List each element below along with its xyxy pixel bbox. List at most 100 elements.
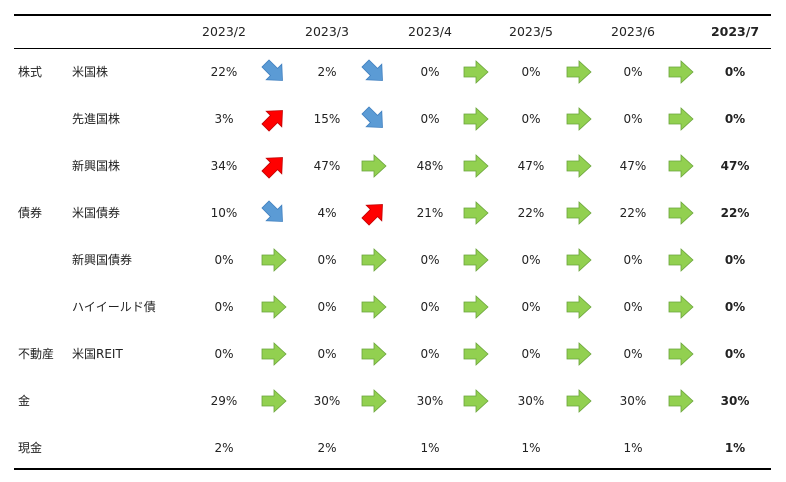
arrow-right-icon	[668, 60, 694, 84]
asset-label: 先進国株	[72, 112, 121, 126]
allocation-value: 29%	[210, 394, 238, 408]
allocation-value: 47%	[313, 159, 341, 173]
allocation-value: 4%	[317, 206, 337, 220]
category-label: 不動産	[18, 347, 55, 361]
allocation-value: 0%	[214, 253, 234, 267]
allocation-value: 1%	[623, 441, 643, 455]
allocation-value: 0%	[521, 300, 541, 314]
arrow-right-icon	[261, 295, 287, 319]
allocation-value: 21%	[416, 206, 444, 220]
arrow-right-icon	[566, 201, 592, 225]
latest-value: 30%	[720, 394, 750, 408]
allocation-value: 2%	[214, 441, 234, 455]
asset-label: 新興国債券	[72, 253, 133, 267]
asset-label: 新興国株	[72, 159, 121, 173]
allocation-value: 0%	[420, 253, 440, 267]
period-header: 2023/5	[509, 24, 553, 39]
allocation-value: 22%	[619, 206, 647, 220]
allocation-value: 0%	[317, 347, 337, 361]
allocation-value: 0%	[521, 347, 541, 361]
arrow-right-icon	[668, 248, 694, 272]
arrow-right-icon	[668, 107, 694, 131]
arrow-right-icon	[261, 248, 287, 272]
arrow-right-icon	[361, 342, 387, 366]
arrow-right-icon	[668, 201, 694, 225]
allocation-value: 0%	[521, 65, 541, 79]
category-label: 金	[18, 394, 31, 408]
allocation-value: 0%	[623, 112, 643, 126]
allocation-value: 10%	[210, 206, 238, 220]
category-label: 株式	[18, 65, 43, 79]
allocation-value: 0%	[623, 347, 643, 361]
arrow-right-icon	[668, 154, 694, 178]
arrow-up-right-icon	[361, 204, 383, 226]
allocation-value: 30%	[313, 394, 341, 408]
asset-label: 米国株	[72, 65, 109, 79]
arrow-down-right-icon	[261, 59, 283, 81]
latest-value: 0%	[724, 347, 746, 361]
arrow-right-icon	[566, 154, 592, 178]
latest-value: 1%	[724, 441, 746, 455]
allocation-value: 30%	[619, 394, 647, 408]
header-rule	[14, 48, 771, 49]
arrow-right-icon	[566, 248, 592, 272]
period-header: 2023/3	[305, 24, 349, 39]
allocation-value: 22%	[517, 206, 545, 220]
allocation-value: 47%	[619, 159, 647, 173]
arrow-right-icon	[566, 60, 592, 84]
allocation-value: 22%	[210, 65, 238, 79]
allocation-value: 48%	[416, 159, 444, 173]
period-header: 2023/4	[408, 24, 452, 39]
allocation-value: 1%	[521, 441, 541, 455]
bottom-rule	[14, 468, 771, 470]
allocation-value: 0%	[521, 112, 541, 126]
arrow-right-icon	[566, 342, 592, 366]
arrow-right-icon	[261, 389, 287, 413]
allocation-value: 30%	[517, 394, 545, 408]
latest-value: 0%	[724, 112, 746, 126]
allocation-value: 0%	[317, 253, 337, 267]
allocation-value: 0%	[623, 300, 643, 314]
allocation-value: 1%	[420, 441, 440, 455]
arrow-right-icon	[566, 389, 592, 413]
arrow-up-right-icon	[261, 110, 283, 132]
arrow-right-icon	[463, 154, 489, 178]
asset-label: 米国債券	[72, 206, 121, 220]
period-header-latest: 2023/7	[710, 24, 760, 39]
arrow-down-right-icon	[361, 106, 383, 128]
period-header: 2023/2	[202, 24, 246, 39]
allocation-value: 0%	[623, 253, 643, 267]
allocation-value: 2%	[317, 441, 337, 455]
arrow-right-icon	[463, 107, 489, 131]
arrow-right-icon	[566, 107, 592, 131]
latest-value: 0%	[724, 300, 746, 314]
arrow-right-icon	[361, 389, 387, 413]
allocation-value: 0%	[420, 300, 440, 314]
allocation-value: 0%	[317, 300, 337, 314]
allocation-value: 0%	[420, 347, 440, 361]
arrow-right-icon	[463, 248, 489, 272]
arrow-right-icon	[463, 389, 489, 413]
category-label: 現金	[18, 441, 43, 455]
top-rule	[14, 14, 771, 16]
arrow-right-icon	[463, 342, 489, 366]
arrow-right-icon	[361, 248, 387, 272]
allocation-value: 34%	[210, 159, 238, 173]
arrow-right-icon	[668, 389, 694, 413]
asset-label: ハイイールド債	[72, 300, 156, 314]
asset-label: 米国REIT	[72, 347, 123, 361]
allocation-value: 0%	[420, 65, 440, 79]
arrow-right-icon	[463, 201, 489, 225]
arrow-up-right-icon	[261, 157, 283, 179]
allocation-value: 0%	[521, 253, 541, 267]
allocation-value: 0%	[214, 347, 234, 361]
allocation-value: 0%	[214, 300, 234, 314]
arrow-right-icon	[668, 342, 694, 366]
arrow-right-icon	[463, 60, 489, 84]
allocation-value: 15%	[313, 112, 341, 126]
allocation-value: 3%	[214, 112, 234, 126]
allocation-value: 2%	[317, 65, 337, 79]
period-header: 2023/6	[611, 24, 655, 39]
latest-value: 0%	[724, 65, 746, 79]
